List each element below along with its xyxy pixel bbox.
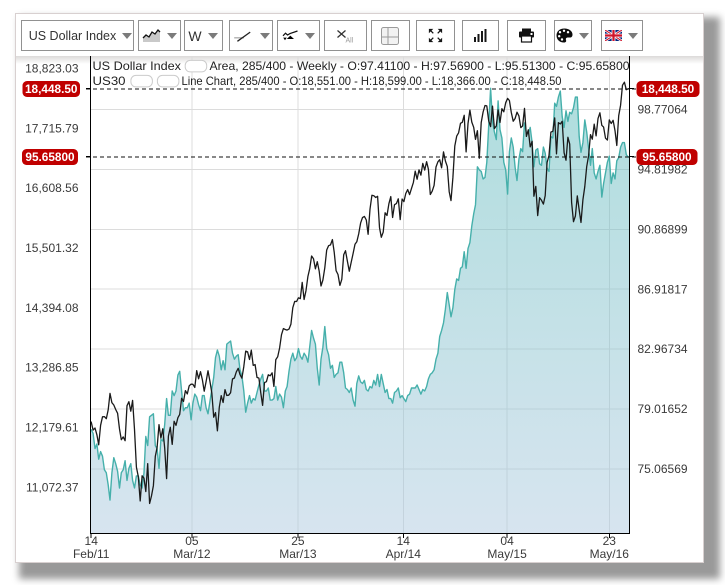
svg-text:90.86899: 90.86899 xyxy=(638,222,688,236)
svg-text:86.91817: 86.91817 xyxy=(638,282,688,296)
svg-text:Mar/13: Mar/13 xyxy=(279,547,317,561)
svg-text:23: 23 xyxy=(603,534,617,548)
svg-text:May/16: May/16 xyxy=(590,547,630,561)
svg-text:US Dollar Index: US Dollar Index xyxy=(93,59,182,73)
svg-text:75.06569: 75.06569 xyxy=(638,462,688,476)
svg-text:14,394.08: 14,394.08 xyxy=(25,301,79,315)
svg-text:14: 14 xyxy=(397,534,411,548)
svg-text:18,823.03: 18,823.03 xyxy=(25,62,79,76)
svg-text:95.65800: 95.65800 xyxy=(25,150,75,164)
svg-text:04: 04 xyxy=(500,534,514,548)
svg-text:May/15: May/15 xyxy=(487,547,527,561)
svg-text:Mar/12: Mar/12 xyxy=(173,547,211,561)
svg-text:16,608.56: 16,608.56 xyxy=(25,181,79,195)
svg-text:Area, 285/400 - Weekly - O:97.: Area, 285/400 - Weekly - O:97.41100 - H:… xyxy=(210,59,630,73)
svg-text:Apr/14: Apr/14 xyxy=(386,547,422,561)
svg-text:All: All xyxy=(346,37,354,44)
svg-text:US30: US30 xyxy=(93,74,126,88)
svg-text:15,501.32: 15,501.32 xyxy=(25,241,79,255)
svg-text:13,286.85: 13,286.85 xyxy=(25,361,79,375)
svg-text:14: 14 xyxy=(85,534,99,548)
svg-text:98.77064: 98.77064 xyxy=(638,103,688,117)
svg-text:79.01652: 79.01652 xyxy=(638,402,688,416)
svg-text:17,715.79: 17,715.79 xyxy=(25,121,79,135)
svg-text:11,072.37: 11,072.37 xyxy=(26,480,79,494)
svg-text:82.96734: 82.96734 xyxy=(638,342,688,356)
svg-text:12,179.61: 12,179.61 xyxy=(25,421,79,435)
svg-text:Feb/11: Feb/11 xyxy=(73,547,110,561)
svg-text:95.65800: 95.65800 xyxy=(642,150,692,164)
svg-text:Line Chart, 285/400 - O:18,551: Line Chart, 285/400 - O:18,551.00 - H:18… xyxy=(182,74,562,88)
svg-text:25: 25 xyxy=(291,534,305,548)
svg-text:18,448.50: 18,448.50 xyxy=(25,82,78,96)
svg-text:94.81982: 94.81982 xyxy=(638,163,688,177)
svg-text:18,448.50: 18,448.50 xyxy=(642,82,695,96)
svg-text:05: 05 xyxy=(185,534,199,548)
